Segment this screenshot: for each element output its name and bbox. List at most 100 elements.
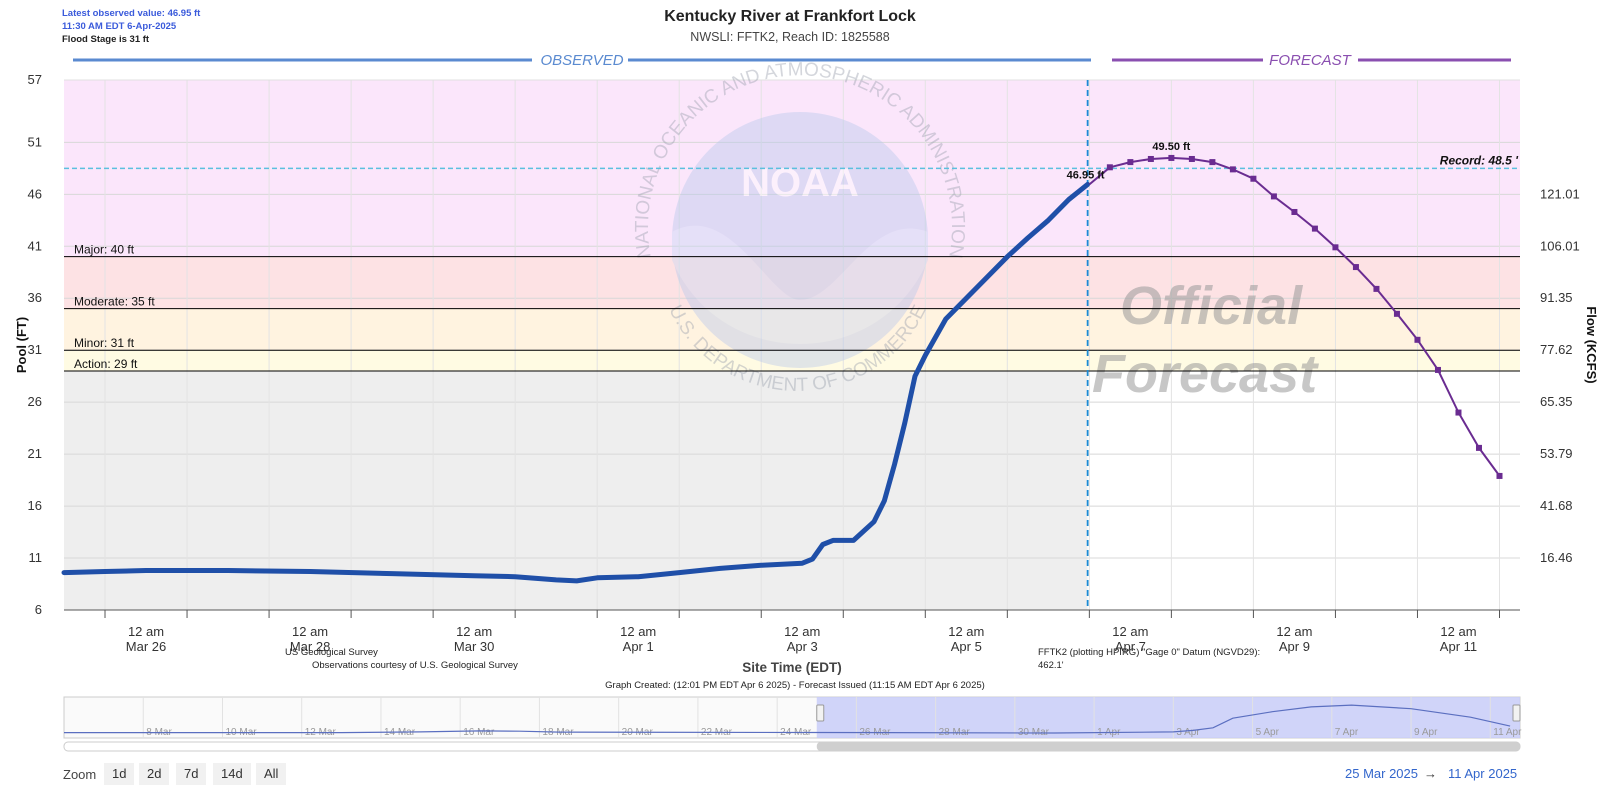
navigator-handle-left[interactable] xyxy=(816,704,825,722)
y-tick-label: 31 xyxy=(28,342,42,357)
range-arrow: → xyxy=(1424,766,1437,781)
navigator[interactable]: 8 Mar 10 Mar 12 Mar 14 Mar 16 Mar 18 Mar 20 Ma… xyxy=(63,696,1522,752)
zoom-7d-button[interactable]: 7d xyxy=(176,763,207,785)
navigator-date-label: 16 Mar xyxy=(463,727,495,738)
forecast-point xyxy=(1147,155,1154,162)
forecast-point xyxy=(1106,164,1113,171)
observed-label: OBSERVED xyxy=(540,52,623,69)
latest-observed-value: Latest observed value: 46.95 ft xyxy=(62,8,201,19)
x-tick-time: 12 am xyxy=(948,624,984,639)
forecast-point xyxy=(1373,285,1380,292)
record-line: Record: 48.5 ' xyxy=(64,153,1520,170)
graph-created-note: Graph Created: (12:01 PM EDT Apr 6 2025)… xyxy=(605,680,985,691)
datum-note-line2: 462.1' xyxy=(1038,660,1064,671)
usgs-courtesy: Observations courtesy of U.S. Geological… xyxy=(312,660,518,671)
y-axis-title: Pool (FT) xyxy=(14,317,29,373)
flow-tick-label: 53.79 xyxy=(1540,446,1573,461)
x-tick-time: 12 am xyxy=(784,624,820,639)
x-axis-title: Site Time (EDT) xyxy=(742,660,842,675)
y-tick-label: 46 xyxy=(28,186,42,201)
forecast-point xyxy=(1393,310,1400,317)
forecast-point xyxy=(1496,472,1503,479)
chart-subtitle: NWSLI: FFTK2, Reach ID: 1825588 xyxy=(690,30,890,44)
x-tick-time: 12 am xyxy=(620,624,656,639)
forecast-point xyxy=(1455,409,1462,416)
threshold-label-action: Action: 29 ft xyxy=(74,357,138,371)
x-tick-date: Apr 9 xyxy=(1279,639,1310,654)
forecast-watermark-text: Forecast xyxy=(1092,344,1319,404)
y-tick-label: 57 xyxy=(28,72,42,87)
section-headers: OBSERVED FORECAST xyxy=(73,52,1511,69)
zoom-2d-button[interactable]: 2d xyxy=(139,763,170,785)
y-tick-label: 41 xyxy=(28,238,42,253)
forecast-point xyxy=(1332,244,1339,251)
zone-moderate xyxy=(64,308,1520,351)
threshold-lines: Major: 40 ft Moderate: 35 ft Minor: 31 ft A… xyxy=(64,243,1520,372)
forecast-point xyxy=(1250,175,1257,182)
x-tick-time: 12 am xyxy=(456,624,492,639)
y-tick-label: 26 xyxy=(28,394,42,409)
noaa-logo-circle xyxy=(672,112,928,368)
flow-tick-label: 77.62 xyxy=(1540,342,1573,357)
forecast-point xyxy=(1229,166,1236,173)
y-tick-label: 6 xyxy=(35,602,42,617)
series xyxy=(61,154,1503,584)
usgs-credit: US Geological Survey xyxy=(285,647,378,658)
forecast-point xyxy=(1127,159,1134,166)
navigator-date-label: 5 Apr xyxy=(1256,727,1280,738)
threshold-label-moderate: Moderate: 35 ft xyxy=(74,295,155,309)
flow-tick-label: 65.35 xyxy=(1540,394,1573,409)
datum-note-line1: FFTK2 (plotting HPIRG) "Gage 0" Datum (N… xyxy=(1038,647,1261,658)
threshold-label-minor: Minor: 31 ft xyxy=(74,336,135,350)
flow-tick-label: 16.46 xyxy=(1540,550,1573,565)
navigator-date-label: 11 Apr xyxy=(1493,727,1522,738)
forecast-point xyxy=(1352,264,1359,271)
zoom-14d-button[interactable]: 14d xyxy=(213,763,251,785)
y-tick-label: 51 xyxy=(28,134,42,149)
forecast-point xyxy=(1434,366,1441,373)
axes: 6 11 16 21 26 31 36 41 46 51 57 Pool (FT) 16.46 41.68… xyxy=(14,72,1599,675)
official-forecast-watermark: Official Forecast xyxy=(1092,276,1319,404)
x-tick-date: Mar 30 xyxy=(454,639,494,654)
zone-major xyxy=(64,256,1520,309)
zoom-label: Zoom xyxy=(63,767,97,782)
zoom-1d-button[interactable]: 1d xyxy=(104,763,135,785)
range-to[interactable]: 11 Apr 2025 xyxy=(1448,766,1518,781)
noaa-bird-icon xyxy=(672,225,928,344)
latest-observed-time: 11:30 AM EDT 6-Apr-2025 xyxy=(62,21,177,32)
flow-tick-label: 106.01 xyxy=(1540,238,1580,253)
flow-tick-label: 121.01 xyxy=(1540,186,1580,201)
y2-axis-title: Flow (KCFS) xyxy=(1584,306,1599,383)
forecast-point xyxy=(1291,208,1298,215)
forecast-point xyxy=(1311,225,1318,232)
forecast-background xyxy=(1087,370,1520,610)
observed-series-line xyxy=(61,181,1091,584)
record-label: Record: 48.5 ' xyxy=(1440,153,1519,167)
x-tick-date: Apr 1 xyxy=(623,639,654,654)
x-tick-date: Mar 28 xyxy=(290,639,330,654)
y-tick-label: 36 xyxy=(28,290,42,305)
navigator-date-label: 9 Apr xyxy=(1414,727,1438,738)
zoom-all-button[interactable]: All xyxy=(256,763,287,785)
x-tick-time: 12 am xyxy=(1276,624,1312,639)
navigator-handle-right[interactable] xyxy=(1512,704,1521,722)
y-tick-label: 11 xyxy=(29,550,43,565)
x-tick-date: Apr 7 xyxy=(1115,639,1146,654)
navigator-selection xyxy=(816,697,1520,738)
flood-stage-note: Flood Stage is 31 ft xyxy=(62,34,150,45)
y-tick-label: 16 xyxy=(28,498,42,513)
chart-title: Kentucky River at Frankfort Lock xyxy=(664,8,916,25)
navigator-series-line xyxy=(64,704,1511,734)
peak-value-label: 49.50 ft xyxy=(1152,141,1190,153)
navigator-scrollbar-thumb[interactable] xyxy=(816,742,1520,751)
forecast-point xyxy=(1270,193,1277,200)
forecast-point xyxy=(1209,159,1216,166)
forecast-point xyxy=(1188,155,1195,162)
range-from[interactable]: 25 Mar 2025 xyxy=(1345,766,1418,781)
flow-tick-label: 41.68 xyxy=(1540,498,1573,513)
x-tick-time: 12 am xyxy=(1440,624,1476,639)
y-tick-label: 21 xyxy=(28,446,42,461)
zone-minor xyxy=(64,350,1520,371)
x-tick-time: 12 am xyxy=(1112,624,1148,639)
flood-zone-bands xyxy=(64,80,1520,610)
